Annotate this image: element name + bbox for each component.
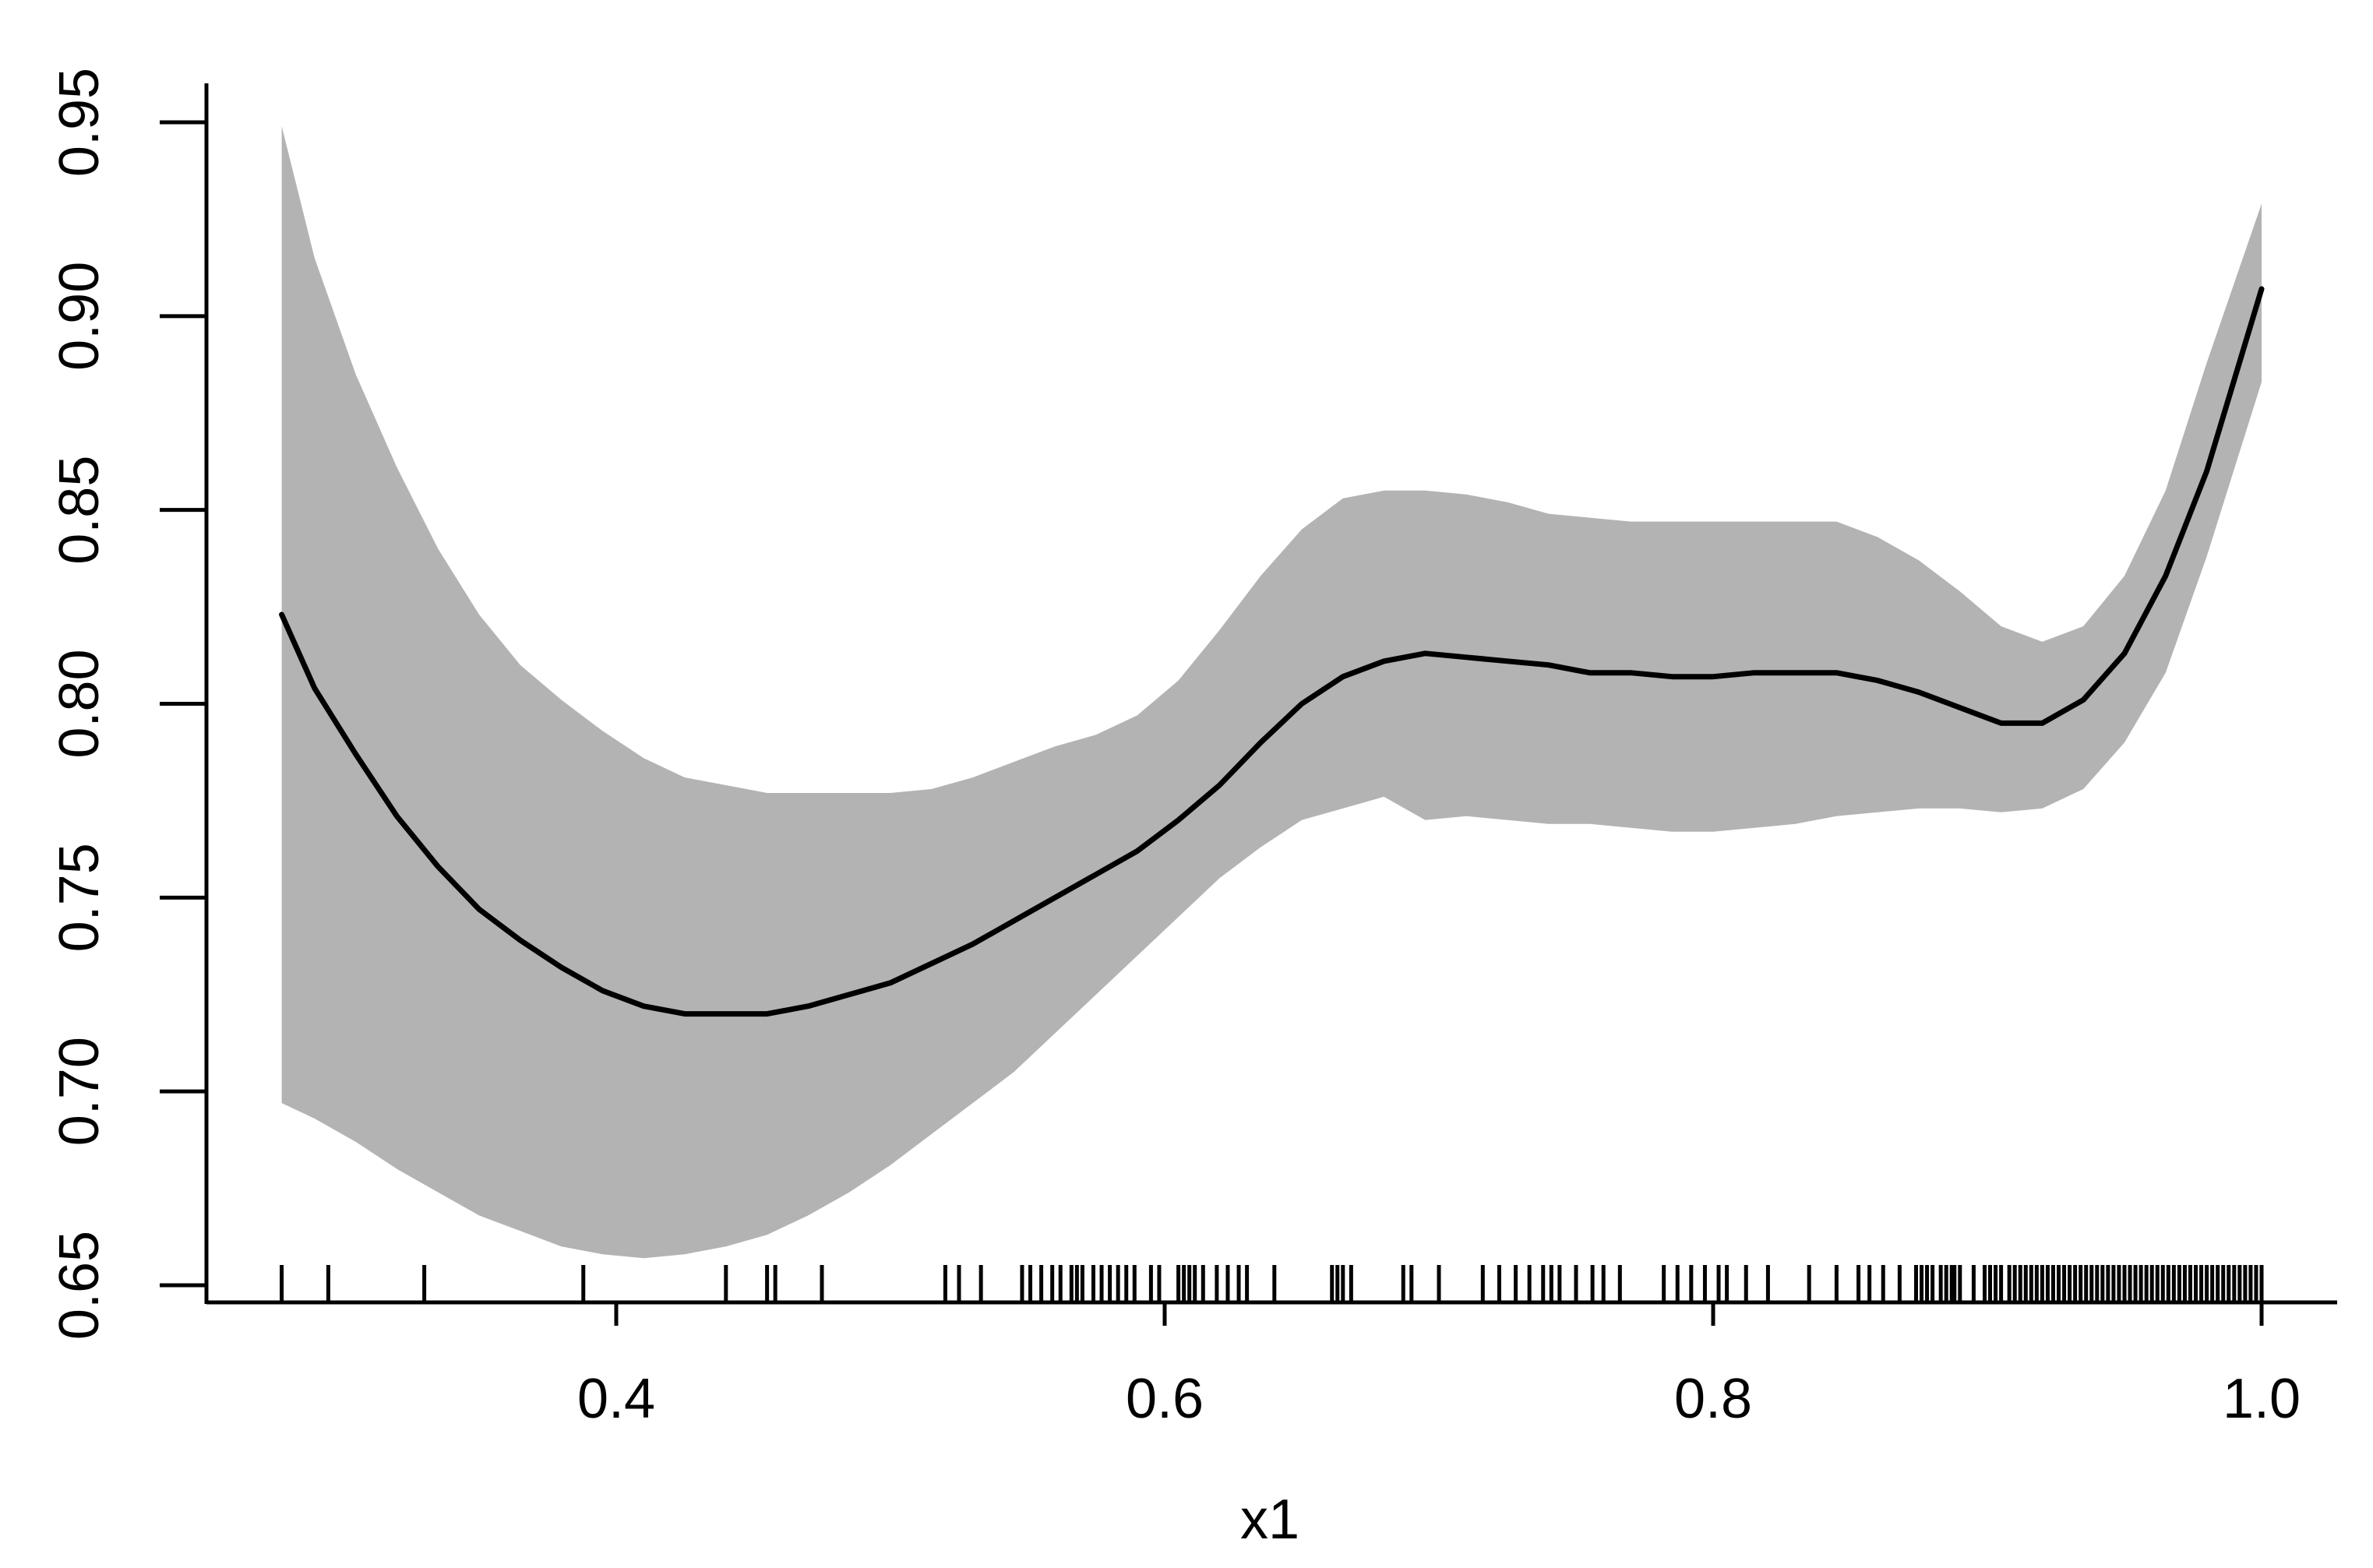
y-tick-label: 0.70 — [48, 1037, 111, 1146]
fitted-line — [279, 286, 2265, 1017]
y-tick-label: 0.75 — [48, 843, 111, 952]
y-tick-label: 0.80 — [48, 649, 111, 758]
x-tick-label: 0.8 — [1674, 1368, 1752, 1430]
x-tick-label: 1.0 — [2223, 1368, 2301, 1430]
confidence-band — [281, 126, 2262, 1259]
fitted-line-layer — [279, 286, 2265, 1017]
x-axis-title: x1 — [1240, 1489, 1299, 1551]
y-tick-label: 0.65 — [48, 1231, 111, 1340]
y-tick-label: 0.95 — [48, 68, 111, 177]
y-tick-label: 0.90 — [48, 262, 111, 371]
rug-layer — [280, 1265, 2264, 1302]
confidence-band-layer — [281, 126, 2262, 1259]
y-tick-label: 0.85 — [48, 456, 111, 565]
x-tick-label: 0.6 — [1126, 1368, 1204, 1430]
x-tick-label: 0.4 — [577, 1368, 655, 1430]
axes-layer: 0.4 0.6 0.8 1.0 0.65 0.70 0.75 0.80 0.85 0.90 0.95 — [48, 68, 2337, 1430]
